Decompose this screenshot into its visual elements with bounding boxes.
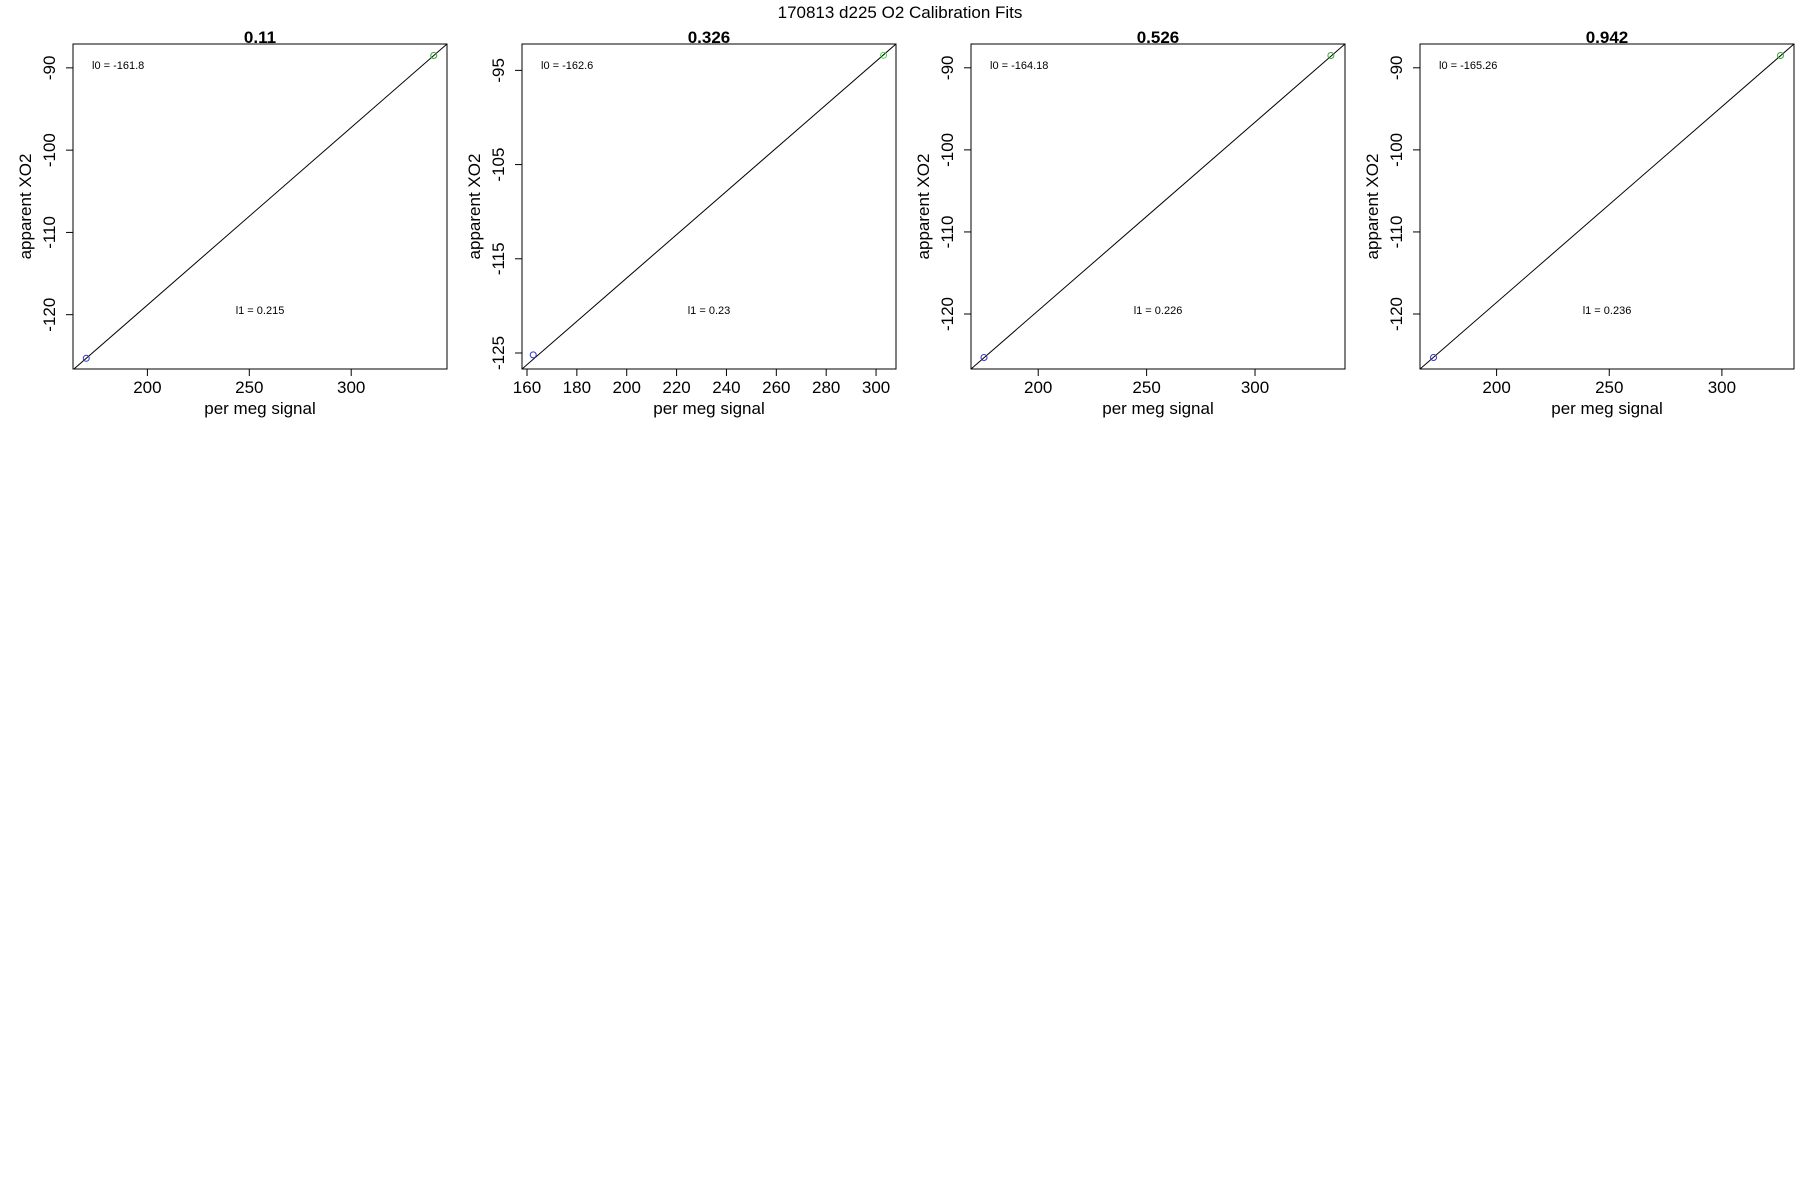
y-axis-label: apparent XO2	[1363, 154, 1382, 260]
y-tick-label: -90	[40, 56, 59, 81]
data-point	[529, 351, 537, 359]
chart-panel-1: 0.11 200 250 300 -90 -100 -110 -120 per meg sign…	[16, 28, 448, 418]
intercept-annotation: l0 = -165.26	[1439, 60, 1497, 72]
data-point	[1776, 51, 1784, 59]
x-tick-label: 300	[1241, 378, 1269, 397]
slope-annotation: l1 = 0.215	[236, 305, 285, 317]
x-tick-label: 250	[1132, 378, 1160, 397]
y-tick-label: -110	[1387, 216, 1406, 249]
chart-panel-3: 0.526 200 250 300 -90 -100 -110 -120 per meg sig…	[914, 28, 1346, 418]
fit-line	[971, 44, 1345, 369]
x-tick-label: 200	[613, 378, 641, 397]
y-tick-label: -95	[489, 58, 508, 83]
x-axis-label: per meg signal	[204, 399, 316, 418]
y-tick-label: -110	[40, 216, 59, 249]
panel-title: 0.526	[1137, 28, 1180, 47]
slope-annotation: l1 = 0.226	[1134, 305, 1183, 317]
chart-panel-2: 0.326 160 180 200 220 240 260 280 300 -95 -105 -115…	[465, 28, 897, 418]
x-tick-label: 300	[337, 378, 365, 397]
y-tick-label: -115	[489, 242, 508, 275]
y-tick-label: -120	[1387, 297, 1406, 331]
y-tick-label: -90	[938, 56, 957, 81]
x-tick-label: 200	[133, 378, 161, 397]
x-tick-label: 240	[712, 378, 740, 397]
slope-annotation: l1 = 0.23	[688, 305, 731, 317]
figure-title: 170813 d225 O2 Calibration Fits	[778, 3, 1023, 22]
panel-title: 0.326	[688, 28, 731, 47]
y-axis-label: apparent XO2	[16, 154, 35, 260]
slope-annotation: l1 = 0.236	[1583, 305, 1632, 317]
data-point	[880, 51, 888, 59]
x-tick-label: 260	[762, 378, 790, 397]
x-tick-label: 300	[862, 378, 890, 397]
fit-line	[522, 44, 896, 369]
y-tick-label: -100	[40, 133, 59, 167]
intercept-annotation: l0 = -161.8	[92, 60, 144, 72]
y-tick-label: -90	[1387, 56, 1406, 81]
x-axis-label: per meg signal	[1551, 399, 1663, 418]
x-tick-label: 250	[235, 378, 263, 397]
y-tick-label: -105	[489, 148, 508, 182]
x-tick-label: 280	[812, 378, 840, 397]
y-tick-label: -120	[40, 298, 59, 332]
x-axis-label: per meg signal	[653, 399, 765, 418]
chart-panel-4: 0.942 200 250 300 -90 -100 -110 -120 per meg sig…	[1363, 28, 1795, 418]
data-point	[1327, 51, 1335, 59]
data-point	[980, 354, 988, 362]
x-tick-label: 200	[1482, 378, 1510, 397]
intercept-annotation: l0 = -164.18	[990, 60, 1048, 72]
panel-title: 0.11	[244, 28, 276, 47]
y-tick-label: -120	[938, 297, 957, 331]
x-tick-label: 250	[1595, 378, 1623, 397]
fit-line	[1420, 44, 1794, 369]
y-tick-label: -100	[1387, 133, 1406, 167]
data-point	[1430, 354, 1438, 362]
panel-title: 0.942	[1586, 28, 1629, 47]
data-point	[82, 354, 90, 362]
fit-line	[73, 44, 447, 369]
y-tick-label: -110	[938, 216, 957, 249]
x-axis-label: per meg signal	[1102, 399, 1214, 418]
x-tick-label: 160	[513, 378, 541, 397]
y-tick-label: -100	[938, 133, 957, 167]
intercept-annotation: l0 = -162.6	[541, 60, 593, 72]
x-tick-label: 200	[1024, 378, 1052, 397]
y-tick-label: -125	[489, 336, 508, 370]
data-point	[430, 52, 438, 60]
x-tick-label: 300	[1708, 378, 1736, 397]
y-axis-label: apparent XO2	[465, 154, 484, 260]
x-tick-label: 180	[563, 378, 591, 397]
x-tick-label: 220	[662, 378, 690, 397]
y-axis-label: apparent XO2	[914, 154, 933, 260]
chart-panels: 0.11 200 250 300 -90 -100 -110 -120 per meg sign…	[16, 28, 1795, 418]
